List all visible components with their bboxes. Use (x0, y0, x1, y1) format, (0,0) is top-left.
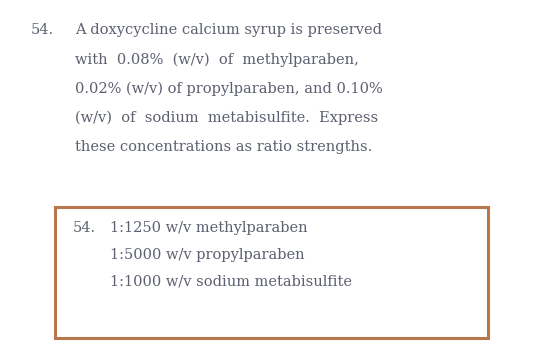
Text: 1:1250 w/v methylparaben: 1:1250 w/v methylparaben (110, 221, 307, 235)
Text: with  0.08%  (w/v)  of  methylparaben,: with 0.08% (w/v) of methylparaben, (75, 52, 359, 67)
Text: 54.: 54. (31, 23, 54, 37)
Text: 1:5000 w/v propylparaben: 1:5000 w/v propylparaben (110, 248, 305, 262)
Text: 1:1000 w/v sodium metabisulfite: 1:1000 w/v sodium metabisulfite (110, 275, 352, 288)
Text: A doxycycline calcium syrup is preserved: A doxycycline calcium syrup is preserved (75, 23, 382, 37)
Text: 0.02% (w/v) of propylparaben, and 0.10%: 0.02% (w/v) of propylparaben, and 0.10% (75, 82, 383, 96)
Bar (55, 207, 488, 338)
Text: 54.: 54. (73, 221, 96, 235)
Text: (w/v)  of  sodium  metabisulfite.  Express: (w/v) of sodium metabisulfite. Express (75, 111, 378, 125)
Text: these concentrations as ratio strengths.: these concentrations as ratio strengths. (75, 140, 373, 154)
